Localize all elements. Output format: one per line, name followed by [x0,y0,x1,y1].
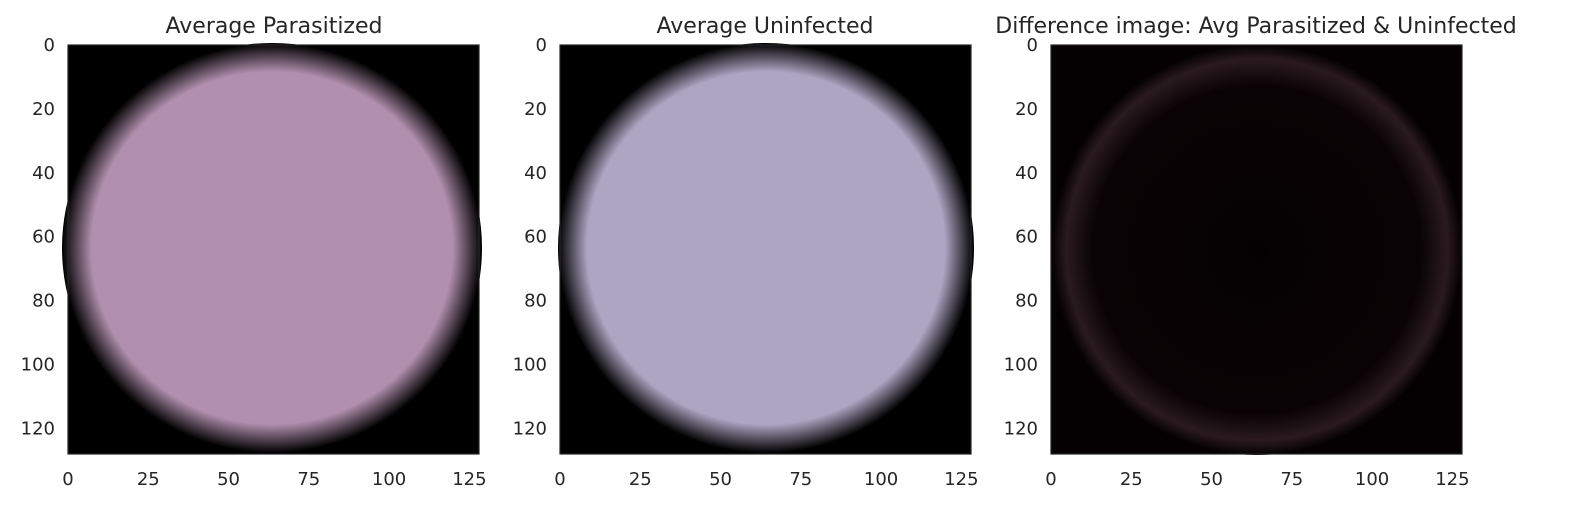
x-tick-label: 125 [944,469,978,490]
y-tick-label: 120 [1004,418,1038,439]
y-tick-label: 20 [32,99,55,120]
ticks: 0 25 50 75 100 125 0 20 40 60 80 100 120 [1004,35,1470,490]
y-tick-label: 60 [32,227,55,248]
x-tick-label: 25 [629,469,652,490]
y-tick-label: 40 [32,163,55,184]
x-tick-label: 100 [864,469,898,490]
ticks: 0 25 50 75 100 125 0 20 40 60 80 100 120 [513,35,979,490]
x-tick-label: 75 [297,469,320,490]
x-tick-label: 0 [1045,469,1056,490]
y-tick-label: 100 [21,355,55,376]
y-tick-label: 20 [1015,99,1038,120]
average-uninfected-image [558,43,974,453]
x-tick-label: 0 [62,469,73,490]
y-tick-label: 60 [1015,227,1038,248]
x-tick-label: 100 [372,469,406,490]
x-tick-label: 75 [789,469,812,490]
panel-difference-image: Difference image: Avg Parasitized & Unin… [995,14,1516,490]
y-tick-label: 0 [536,35,547,56]
y-tick-label: 40 [524,163,547,184]
y-tick-label: 0 [44,35,55,56]
x-tick-label: 125 [452,469,486,490]
y-tick-label: 100 [1004,355,1038,376]
y-tick-label: 100 [513,355,547,376]
x-tick-label: 100 [1355,469,1389,490]
ticks: 0 25 50 75 100 125 0 20 40 60 80 100 120 [21,35,487,490]
axes-frame [67,44,480,455]
y-tick-label: 80 [1015,291,1038,312]
panel-average-parasitized: Average Parasitized 0 25 50 75 100 125 0 20 40 60… [21,14,487,490]
y-tick-label: 60 [524,227,547,248]
y-tick-label: 80 [32,291,55,312]
x-tick-label: 25 [137,469,160,490]
y-tick-label: 120 [21,418,55,439]
y-tick-label: 40 [1015,163,1038,184]
x-tick-label: 75 [1280,469,1303,490]
difference-image [1052,45,1462,455]
panel-average-uninfected: Average Uninfected 0 25 50 75 100 125 0 20 40 60 8… [513,14,979,490]
y-tick-label: 20 [524,99,547,120]
average-parasitized-image [62,43,482,453]
axes-frame [1050,44,1463,455]
panel-title: Average Uninfected [657,14,874,39]
x-tick-label: 50 [709,469,732,490]
x-tick-label: 125 [1435,469,1469,490]
y-tick-label: 80 [524,291,547,312]
x-tick-label: 50 [1200,469,1223,490]
x-tick-label: 0 [554,469,565,490]
y-tick-label: 0 [1027,35,1038,56]
panel-title: Average Parasitized [166,14,383,39]
x-tick-label: 50 [217,469,240,490]
panel-title: Difference image: Avg Parasitized & Unin… [995,14,1516,39]
x-tick-label: 25 [1120,469,1143,490]
axes-frame [559,44,972,455]
y-tick-label: 120 [513,418,547,439]
